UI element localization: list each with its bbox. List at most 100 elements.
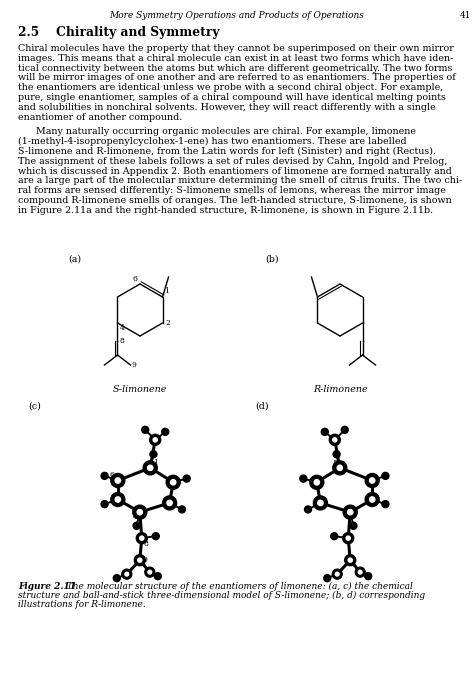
Circle shape [115, 497, 120, 502]
Circle shape [329, 434, 340, 445]
Circle shape [145, 567, 155, 577]
Circle shape [365, 573, 372, 580]
Circle shape [346, 536, 350, 540]
Circle shape [313, 496, 328, 510]
Text: The molecular structure of the enantiomers of limonene: (a, c) the chemical: The molecular structure of the enantiome… [61, 582, 413, 591]
Circle shape [140, 536, 144, 540]
Circle shape [171, 480, 176, 485]
Text: 8: 8 [144, 540, 149, 548]
Circle shape [345, 554, 356, 565]
Text: 2.5    Chirality and Symmetry: 2.5 Chirality and Symmetry [18, 26, 219, 39]
Text: 5: 5 [332, 459, 337, 467]
Circle shape [348, 558, 352, 562]
Text: 1: 1 [164, 287, 169, 295]
Circle shape [134, 554, 146, 565]
Circle shape [365, 473, 379, 488]
Circle shape [166, 475, 180, 489]
Text: tical connectivity between the atoms but which are different geometrically. The : tical connectivity between the atoms but… [18, 64, 452, 73]
Circle shape [133, 505, 147, 519]
Text: The assignment of these labels follows a set of rules devised by Cahn, Ingold an: The assignment of these labels follows a… [18, 157, 447, 166]
Text: (c): (c) [28, 402, 41, 411]
Circle shape [133, 522, 140, 529]
Circle shape [101, 473, 108, 480]
Circle shape [150, 451, 157, 458]
Text: R-limonene: R-limonene [313, 385, 367, 394]
Circle shape [148, 570, 152, 574]
Text: enantiomer of another compound.: enantiomer of another compound. [18, 113, 182, 122]
Circle shape [122, 570, 132, 579]
Text: Chiral molecules have the property that they cannot be superimposed on their own: Chiral molecules have the property that … [18, 44, 454, 53]
Circle shape [365, 493, 379, 506]
Circle shape [350, 522, 357, 529]
Text: pure, single enantiomer, samples of a chiral compound will have identical meltin: pure, single enantiomer, samples of a ch… [18, 93, 446, 102]
Text: illustrations for R-limonene.: illustrations for R-limonene. [18, 600, 146, 609]
Circle shape [335, 572, 339, 576]
Circle shape [101, 501, 108, 508]
Circle shape [150, 434, 161, 445]
Text: 2: 2 [165, 319, 170, 327]
Text: ral forms are sensed differently: S-limonene smells of lemons, whereas the mirro: ral forms are sensed differently: S-limo… [18, 186, 446, 195]
Text: 6: 6 [132, 275, 137, 283]
Circle shape [370, 478, 375, 483]
Circle shape [147, 465, 153, 471]
Text: (b): (b) [265, 255, 279, 264]
Text: will be mirror images of one another and are referred to as enantiomers. The pro: will be mirror images of one another and… [18, 74, 456, 82]
Circle shape [331, 532, 337, 540]
Circle shape [310, 475, 324, 489]
Circle shape [355, 567, 365, 577]
Circle shape [137, 510, 143, 515]
Text: 1: 1 [153, 459, 158, 467]
Circle shape [382, 473, 389, 480]
Text: (a): (a) [68, 255, 81, 264]
Circle shape [163, 496, 177, 510]
Circle shape [137, 532, 147, 543]
Circle shape [343, 505, 357, 519]
Text: are a large part of the molecular mixture determining the smell of citrus fruits: are a large part of the molecular mixtur… [18, 177, 462, 185]
Text: 4: 4 [119, 324, 124, 332]
Circle shape [152, 532, 159, 540]
Circle shape [115, 478, 120, 483]
Circle shape [304, 506, 311, 513]
Circle shape [179, 506, 185, 513]
Text: structure and ball-and-stick three-dimensional model of S-limonene; (b, d) corre: structure and ball-and-stick three-dimen… [18, 591, 425, 600]
Circle shape [162, 428, 169, 436]
Circle shape [337, 465, 342, 471]
Text: (1-methyl-4-isopropenylcyclohex-1-ene) has two enantiomers. These are labelled: (1-methyl-4-isopropenylcyclohex-1-ene) h… [18, 137, 407, 146]
Circle shape [300, 475, 307, 482]
Circle shape [125, 572, 128, 576]
Circle shape [314, 480, 319, 485]
Circle shape [333, 461, 347, 475]
Text: 4: 4 [133, 513, 138, 521]
Circle shape [113, 574, 120, 582]
Text: images. This means that a chiral molecule can exist in at least two forms which : images. This means that a chiral molecul… [18, 54, 453, 63]
Text: (d): (d) [255, 402, 269, 411]
Text: 2: 2 [176, 478, 181, 486]
Circle shape [321, 428, 328, 436]
Circle shape [324, 574, 331, 582]
Text: 9: 9 [143, 556, 148, 564]
Circle shape [155, 573, 161, 580]
Circle shape [318, 500, 323, 506]
Text: Many naturally occurring organic molecules are chiral. For example, limonene: Many naturally occurring organic molecul… [36, 127, 416, 137]
Circle shape [333, 451, 340, 458]
Text: 9: 9 [131, 361, 137, 369]
Text: compound R-limonene smells of oranges. The left-handed structure, S-limonene, is: compound R-limonene smells of oranges. T… [18, 196, 452, 205]
Circle shape [341, 427, 348, 433]
Text: S-limonene and R-limonene, from the Latin words for left (Sinister) and right (R: S-limonene and R-limonene, from the Lati… [18, 147, 436, 156]
Circle shape [143, 461, 157, 475]
Circle shape [153, 438, 157, 442]
Circle shape [347, 510, 353, 515]
Circle shape [111, 473, 125, 488]
Circle shape [142, 427, 149, 433]
Text: S-limonene: S-limonene [113, 385, 167, 394]
Text: which is discussed in Appendix 2. Both enantiomers of limonene are formed natura: which is discussed in Appendix 2. Both e… [18, 167, 452, 176]
Circle shape [183, 475, 190, 482]
Circle shape [111, 493, 125, 506]
Text: 41: 41 [460, 11, 472, 20]
Circle shape [343, 532, 354, 543]
Circle shape [370, 497, 375, 502]
Text: and solubilities in nonchiral solvents. However, they will react differently wit: and solubilities in nonchiral solvents. … [18, 103, 436, 112]
Text: Figure 2.11: Figure 2.11 [18, 582, 76, 591]
Text: More Symmetry Operations and Products of Operations: More Symmetry Operations and Products of… [109, 11, 365, 20]
Text: 6: 6 [110, 471, 115, 480]
